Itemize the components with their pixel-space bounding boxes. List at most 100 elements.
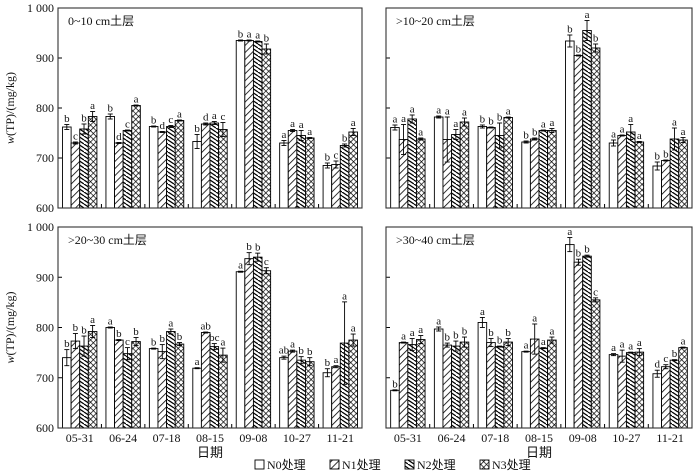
- significance-letter: a: [307, 126, 312, 138]
- bar-N3处理: [174, 343, 185, 429]
- significance-letter: a: [90, 100, 95, 112]
- significance-letter: b: [298, 345, 304, 357]
- legend-item: N3处理: [479, 458, 531, 472]
- significance-letter: a: [108, 315, 113, 327]
- significance-letter: b: [246, 241, 252, 253]
- bar-N0处理: [390, 127, 400, 209]
- significance-letter: b: [532, 127, 538, 139]
- bar-N3处理: [416, 138, 426, 209]
- bar-N3处理: [547, 339, 557, 429]
- plot-frame: [385, 226, 693, 429]
- y-axis-label-var: w: [3, 355, 17, 363]
- x-axis-label-right: 日期: [526, 445, 552, 460]
- bar-N3处理: [459, 341, 470, 429]
- bar-N2处理: [209, 346, 220, 429]
- bar-N1处理: [70, 340, 81, 429]
- significance-letter: b: [107, 103, 113, 115]
- panel-title: >10~20 cm土层: [396, 14, 475, 28]
- bar-N1处理: [157, 131, 168, 209]
- plot-frame: [385, 7, 693, 209]
- bar-N2处理: [252, 41, 263, 209]
- significance-letter: a: [541, 119, 546, 131]
- bar-N2处理: [122, 130, 133, 209]
- y-tick-label: 700: [36, 151, 54, 165]
- bar-N1处理: [244, 40, 254, 209]
- bar-N1处理: [573, 55, 584, 209]
- bar-N0处理: [565, 40, 575, 209]
- significance-letter: ab: [279, 345, 290, 357]
- significance-letter: b: [238, 29, 244, 41]
- bar-N2处理: [407, 118, 417, 209]
- bar-N3处理: [503, 117, 513, 209]
- bar-N2处理: [252, 256, 263, 429]
- bar-N0处理: [521, 141, 531, 209]
- bar-N3处理: [590, 47, 601, 209]
- y-axis-label: w(TP)/(mg/kg): [3, 72, 17, 144]
- significance-letter: a: [410, 327, 415, 339]
- significance-letter: b: [567, 24, 573, 36]
- significance-letter: a: [342, 290, 347, 302]
- legend-item: N0处理: [254, 458, 306, 472]
- x-tick-label: 11-21: [327, 431, 355, 445]
- x-tick-label: 10-27: [283, 431, 311, 445]
- bar-N2处理: [582, 255, 592, 429]
- x-tick-label: 05-31: [66, 431, 94, 445]
- x-tick-label: 06-24: [438, 431, 466, 445]
- significance-letter: b: [593, 33, 599, 45]
- y-tick-label: 900: [36, 51, 54, 65]
- bar-N1处理: [287, 350, 298, 429]
- bar-N3处理: [547, 130, 557, 209]
- y-axis-label-var: w: [3, 136, 17, 144]
- significance-letter: a: [134, 94, 139, 106]
- significance-letter: a: [453, 118, 458, 130]
- significance-letter: a: [524, 340, 529, 352]
- significance-letter: a: [255, 30, 260, 42]
- bar-N0处理: [608, 142, 619, 209]
- significance-letter: b: [392, 378, 398, 390]
- bar-N3处理: [174, 120, 185, 209]
- bar-N3处理: [218, 129, 228, 209]
- bar-N1处理: [331, 164, 341, 209]
- significance-letter: b: [445, 332, 451, 344]
- significance-letter: a: [351, 117, 356, 129]
- y-tick-label: 1 000: [27, 220, 54, 234]
- bar-N3处理: [87, 331, 98, 429]
- significance-letter: d: [654, 359, 660, 371]
- significance-letter: a: [672, 117, 677, 129]
- bar-N0处理: [62, 126, 72, 209]
- significance-letter: c: [125, 336, 130, 348]
- significance-letter: a: [681, 126, 686, 138]
- significance-letter: a: [637, 130, 642, 142]
- bar-N0处理: [322, 372, 333, 429]
- bar-N2处理: [166, 126, 176, 209]
- significance-letter: a: [290, 118, 295, 130]
- significance-letter: a: [549, 117, 554, 129]
- significance-letter: b: [81, 113, 87, 125]
- bar-N3处理: [348, 339, 358, 429]
- significance-letter: a: [168, 318, 173, 330]
- bar-N1处理: [398, 342, 409, 429]
- significance-letter: a: [541, 336, 546, 348]
- bar-N3处理: [131, 105, 141, 209]
- y-tick-label: 600: [36, 201, 54, 215]
- significance-letter: a: [462, 107, 467, 119]
- significance-letter: a: [611, 342, 616, 354]
- bar-N0处理: [192, 367, 202, 429]
- significance-letter: b: [576, 44, 582, 56]
- significance-letter: c: [220, 111, 225, 123]
- bar-N1处理: [617, 135, 627, 209]
- bar-N2处理: [122, 353, 133, 429]
- bar-N3处理: [678, 139, 688, 209]
- significance-letter: a: [506, 106, 511, 118]
- bar-N3处理: [261, 270, 272, 429]
- significance-letter: a: [220, 337, 225, 349]
- x-tick-label: 10-27: [612, 431, 640, 445]
- significance-letter: b: [177, 331, 183, 343]
- significance-letter: a: [681, 336, 686, 348]
- significance-letter: b: [325, 357, 331, 369]
- bar-N1处理: [200, 332, 211, 429]
- plot-frame: [57, 7, 363, 209]
- bar-N3处理: [348, 131, 358, 209]
- bar-N3处理: [503, 341, 513, 429]
